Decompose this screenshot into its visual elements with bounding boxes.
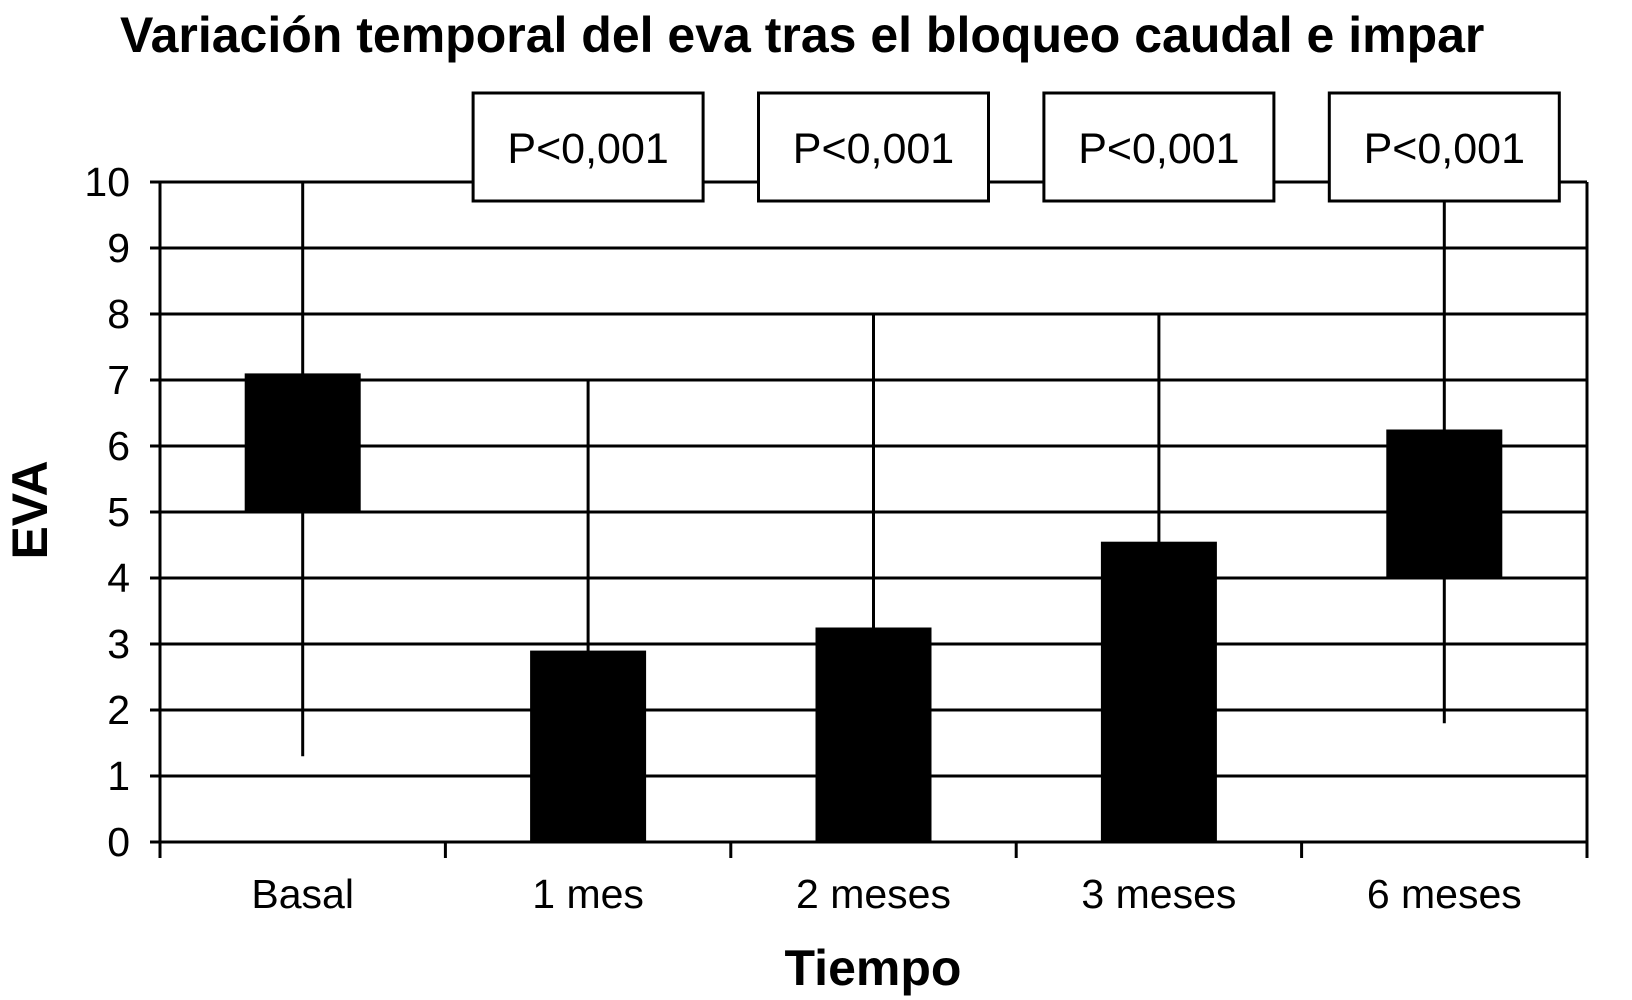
y-axis-title: EVA <box>2 460 58 559</box>
x-tick-label: 6 meses <box>1367 871 1522 917</box>
axes <box>150 180 1589 858</box>
bar <box>1386 429 1503 578</box>
bar <box>1100 541 1217 842</box>
x-tick-label: 2 meses <box>796 871 951 917</box>
y-tick-label: 0 <box>107 819 130 865</box>
p-value-label: P<0,001 <box>507 125 668 173</box>
p-value-label: P<0,001 <box>793 125 954 173</box>
bar <box>530 650 647 842</box>
bar <box>815 627 932 842</box>
y-tick-label: 6 <box>107 423 130 469</box>
y-tick-label: 9 <box>107 225 130 271</box>
p-value-label: P<0,001 <box>1364 125 1525 173</box>
y-tick-label: 8 <box>107 291 130 337</box>
x-tick-label: Basal <box>251 871 354 917</box>
y-tick-label: 2 <box>107 687 130 733</box>
x-tick-labels: Basal 1 mes 2 meses 3 meses 6 meses <box>251 871 1521 917</box>
x-tick-label: 1 mes <box>532 871 644 917</box>
y-tick-label: 5 <box>107 489 130 535</box>
y-tick-label: 7 <box>107 357 130 403</box>
p-value-box <box>1327 91 1561 203</box>
p-value-box <box>1042 91 1276 203</box>
x-tick-label: 3 meses <box>1081 871 1236 917</box>
p-value-label: P<0,001 <box>1078 125 1239 173</box>
p-value-annotations: P<0,001 P<0,001 P<0,001 P<0,001 <box>471 91 1561 203</box>
bar <box>244 373 361 512</box>
chart-title: Variación temporal del eva tras el bloqu… <box>120 7 1484 63</box>
y-tick-labels: 0 1 2 3 4 5 6 7 8 9 10 <box>84 159 130 865</box>
boxes <box>244 373 1503 842</box>
y-tick-label: 1 <box>107 753 130 799</box>
x-axis-title: Tiempo <box>785 940 962 996</box>
y-tick-label: 10 <box>84 159 130 205</box>
y-tick-label: 3 <box>107 621 130 667</box>
p-value-box <box>471 91 705 203</box>
y-tick-label: 4 <box>107 555 130 601</box>
p-value-box <box>757 91 990 203</box>
